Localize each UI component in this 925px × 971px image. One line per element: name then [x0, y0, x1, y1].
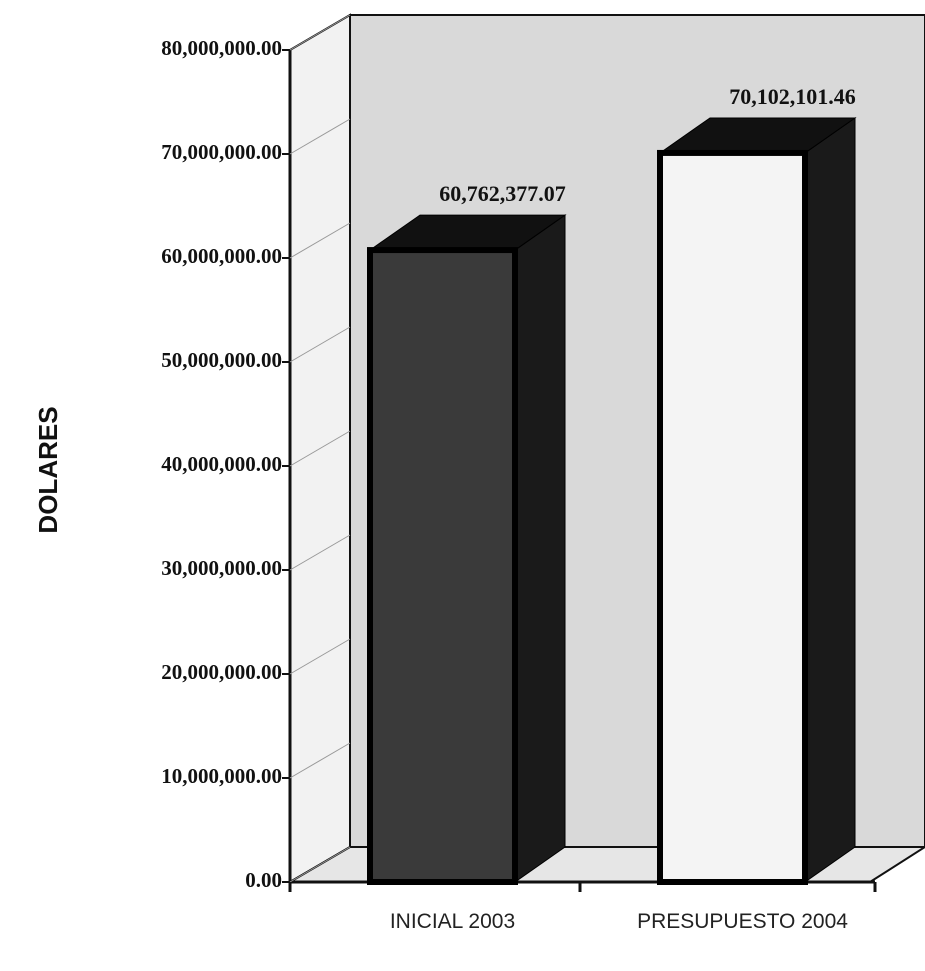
bar: [367, 247, 518, 885]
grid-line: [289, 326, 351, 363]
y-tick-label: 20,000,000.00: [161, 660, 282, 684]
y-axis-title: DOLARES: [33, 406, 63, 533]
y-tick-label: 0.00: [245, 868, 282, 892]
grid-line: [289, 638, 351, 675]
bar: [657, 149, 808, 885]
grid-line: [289, 846, 351, 883]
grid-line: [289, 222, 351, 259]
grid-line: [289, 742, 351, 779]
y-tick-label: 80,000,000.00: [161, 36, 282, 60]
y-tick-label: 10,000,000.00: [161, 764, 282, 788]
grid-line: [289, 118, 351, 155]
y-tick-label: 60,000,000.00: [161, 244, 282, 268]
grid-line: [289, 430, 351, 467]
value-label: 60,762,377.07: [439, 181, 566, 206]
bar-side: [514, 214, 566, 883]
x-tick-label: PRESUPUESTO 2004: [637, 910, 848, 933]
x-tick-label: INICIAL 2003: [389, 910, 516, 933]
value-label: 70,102,101.46: [729, 84, 856, 109]
y-tick-label: 50,000,000.00: [161, 348, 282, 372]
grid-line: [289, 534, 351, 571]
y-tick-label: 30,000,000.00: [161, 556, 282, 580]
grid-line: [289, 14, 351, 51]
y-tick-label: 40,000,000.00: [161, 452, 282, 476]
bar-side: [804, 116, 856, 883]
y-tick-label: 70,000,000.00: [161, 140, 282, 164]
